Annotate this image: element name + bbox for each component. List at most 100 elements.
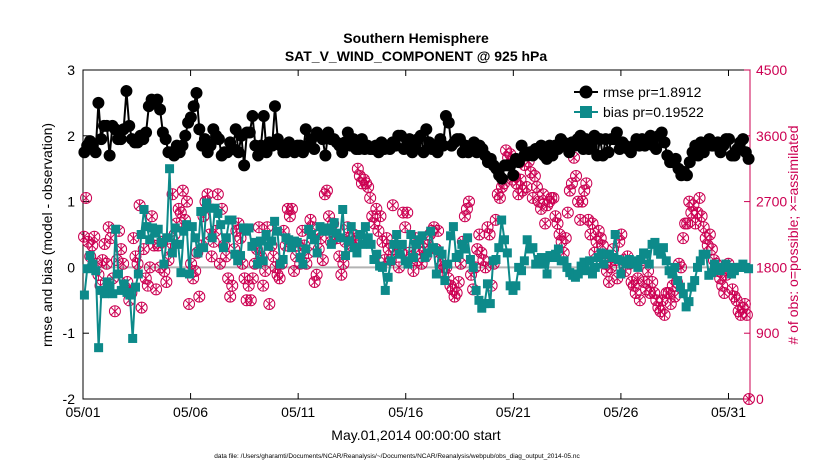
obs-marker: [320, 184, 333, 197]
obs-marker: [288, 265, 301, 278]
rmse-point: [585, 139, 598, 152]
rmse-point: [109, 123, 122, 136]
x-axis: 05/01 05/06 05/11 05/16 05/21 05/26 05/31: [65, 70, 746, 420]
bias-point: [278, 255, 288, 265]
bias-point: [650, 237, 660, 247]
bias-point: [142, 222, 152, 232]
bias-point: [636, 255, 646, 265]
bias-point: [684, 297, 694, 307]
bias-point: [250, 237, 260, 247]
obs-marker: [452, 276, 465, 289]
bias-point: [707, 268, 717, 278]
bias-point: [338, 204, 348, 214]
obs-marker: [475, 246, 488, 259]
legend-rmse-marker: [579, 85, 593, 99]
bias-point: [406, 230, 416, 239]
obs-marker: [183, 297, 196, 310]
data-file-footnote: data file: /Users/gharamti/Documents/NCA…: [214, 453, 580, 460]
obs-marker: [238, 272, 251, 285]
rmse-point: [299, 123, 312, 136]
y-right-tick-label: 4500: [756, 62, 787, 78]
bias-point: [131, 282, 141, 292]
obs-marker: [310, 268, 323, 281]
bias-point: [184, 269, 194, 279]
obs-marker: [407, 265, 420, 278]
bias-point: [474, 295, 484, 305]
obs-marker: [117, 257, 130, 270]
obs-marker: [462, 195, 475, 208]
bias-point: [270, 216, 280, 226]
rmse-point: [308, 142, 321, 155]
bias-point: [465, 255, 475, 265]
bias-point: [125, 290, 135, 300]
bias-point: [213, 208, 223, 218]
bias-point: [91, 266, 101, 276]
obs-marker: [734, 308, 747, 321]
bias-point: [105, 281, 115, 291]
bias-point: [420, 253, 430, 263]
obs-marker: [323, 210, 336, 223]
obs-marker: [141, 279, 154, 292]
obs-marker: [80, 191, 93, 204]
bias-point: [264, 241, 274, 251]
bias-point: [162, 233, 172, 243]
rmse-series: [78, 85, 755, 185]
bias-point: [593, 253, 603, 263]
rmse-point: [442, 116, 455, 129]
bias-point: [326, 239, 336, 249]
bias-point: [446, 231, 456, 241]
rmse-point: [347, 133, 360, 146]
bias-point: [616, 269, 626, 279]
obs-marker: [580, 177, 593, 190]
rmse-point: [184, 111, 197, 124]
bias-point: [335, 233, 345, 243]
bias-point: [99, 289, 109, 299]
obs-marker: [263, 297, 276, 310]
bias-point: [528, 243, 538, 253]
obs-marker: [150, 283, 163, 296]
rmse-point: [437, 139, 450, 152]
bias-point: [477, 303, 487, 313]
bias-point: [332, 228, 342, 238]
obs-marker: [283, 210, 296, 223]
bias-point: [494, 243, 504, 253]
rmse-point: [268, 100, 281, 113]
obs-marker: [135, 301, 148, 314]
x-tick-label: 05/26: [603, 404, 638, 420]
obs-marker: [458, 210, 471, 223]
bias-point: [170, 223, 180, 233]
bias-point: [167, 248, 177, 258]
obs-marker: [222, 272, 235, 285]
bias-point: [111, 224, 121, 234]
bias-point: [287, 243, 297, 253]
rmse-point: [243, 126, 256, 139]
bias-point: [156, 237, 166, 247]
bias-point: [304, 224, 314, 234]
rmse-point: [507, 169, 520, 182]
bias-point: [176, 268, 186, 278]
obs-marker: [226, 279, 239, 292]
bias-point: [397, 239, 407, 249]
y-right-tick-label: 3600: [756, 128, 787, 144]
rmse-point: [257, 110, 270, 123]
bias-point: [599, 259, 609, 269]
bias-point: [136, 230, 146, 239]
obs-marker: [213, 257, 226, 270]
legend: rmse pr=1.8912 bias pr=0.19522: [574, 84, 704, 120]
rmse-point: [683, 156, 696, 169]
obs-marker: [374, 210, 387, 223]
rmse-point: [736, 133, 749, 146]
obs-marker: [399, 221, 412, 234]
bias-point: [255, 236, 265, 246]
bias-point: [165, 164, 175, 174]
bias-point: [358, 239, 368, 249]
bias-point: [579, 257, 589, 267]
obs-marker: [401, 206, 414, 219]
obs-marker: [364, 191, 377, 204]
bias-point: [369, 255, 379, 265]
bias-point: [553, 244, 563, 254]
rmse-point: [495, 172, 508, 185]
bias-point: [199, 243, 209, 253]
obs-marker: [244, 294, 257, 307]
obs-marker: [578, 184, 591, 197]
